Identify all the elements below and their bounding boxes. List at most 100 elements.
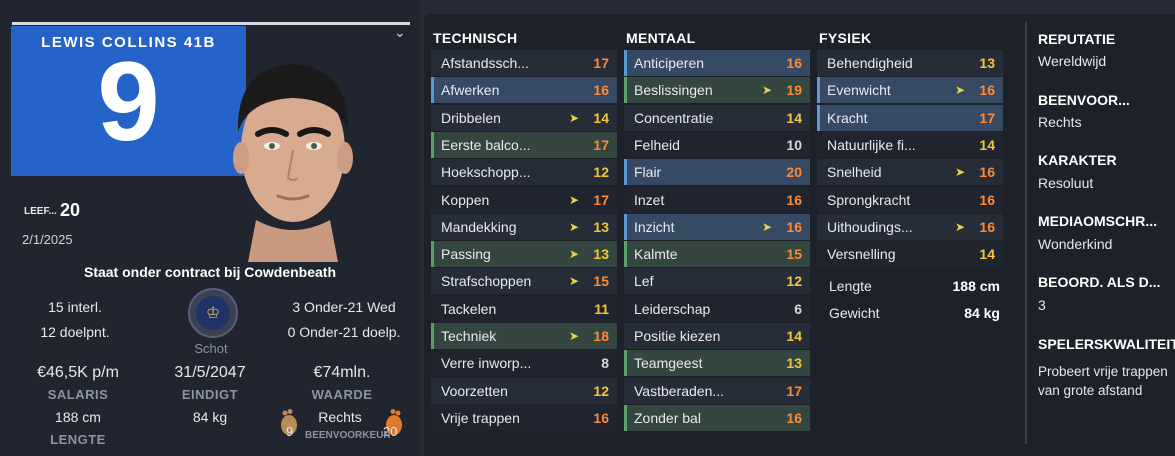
attribute-value: 12 xyxy=(593,382,609,399)
technical-attribute-row[interactable]: Voorzetten 12 xyxy=(431,377,617,404)
attribute-trend-icon: ➤ xyxy=(954,165,966,180)
physical-attribute-row[interactable]: Versnelling 14 xyxy=(817,241,1003,268)
attribute-name: Teamgeest xyxy=(634,355,703,372)
preferred-foot-label: BEENVOORKEUR xyxy=(305,430,391,441)
physical-attribute-row[interactable]: Kracht 17 xyxy=(817,104,1003,131)
mental-attribute-row[interactable]: Felheid 10 xyxy=(624,131,810,158)
mental-attribute-row[interactable]: Flair 20 xyxy=(624,159,810,186)
mental-attribute-row[interactable]: Vastberaden... 17 xyxy=(624,377,810,404)
attribute-name: Behendigheid xyxy=(827,55,913,71)
attribute-value: 16 xyxy=(593,409,609,426)
attribute-name: Uithoudings... xyxy=(827,218,913,235)
physical-attribute-row[interactable]: Uithoudings... ➤ 16 xyxy=(817,213,1003,240)
physical-attribute-row[interactable]: Evenwicht ➤ 16 xyxy=(817,77,1003,104)
attribute-name: Passing xyxy=(441,246,491,263)
physical-attribute-row[interactable]: Snelheid ➤ 16 xyxy=(817,159,1003,186)
contract-end-label: EINDIGT xyxy=(181,387,239,402)
technical-attribute-row[interactable]: Tackelen 11 xyxy=(431,295,617,322)
mental-attribute-row[interactable]: Anticiperen 16 xyxy=(624,50,810,76)
mental-attribute-row[interactable]: Lef 12 xyxy=(624,268,810,295)
height-label: LENGTE xyxy=(50,432,106,447)
attribute-value: 16 xyxy=(979,82,995,99)
attribute-trend-icon: ➤ xyxy=(761,219,773,234)
attribute-trend-icon: ➤ xyxy=(568,110,580,125)
technical-attribute-row[interactable]: Afwerken 16 xyxy=(431,77,617,104)
attribute-name: Beslissingen xyxy=(634,82,713,99)
player-overview-panel: ⌄ LEWIS COLLINS 41B 9 LEEF... 20 2/1/202… xyxy=(0,0,420,456)
salary-value: €46,5K p/m xyxy=(37,364,119,381)
attribute-value: 14 xyxy=(979,136,995,153)
technical-attribute-row[interactable]: Verre inworp... 8 xyxy=(431,350,617,377)
chevron-down-icon[interactable]: ⌄ xyxy=(394,24,406,40)
attribute-name: Sprongkracht xyxy=(827,191,911,208)
attribute-name: Koppen xyxy=(441,191,490,208)
reputation-label: REPUTATIE xyxy=(1038,31,1116,47)
caps-count: 15 interl. xyxy=(48,299,102,315)
left-foot-rating: 9 xyxy=(286,424,294,439)
attribute-name: Evenwicht xyxy=(827,82,891,99)
attribute-value: 12 xyxy=(786,273,802,290)
attribute-name: Kracht xyxy=(827,109,868,126)
attribute-trend-icon: ➤ xyxy=(761,83,773,98)
attribute-trend-icon: ➤ xyxy=(568,329,580,343)
mental-attribute-row[interactable]: Inzet 16 xyxy=(624,186,810,213)
physical-attribute-row[interactable]: Natuurlijke fi... 14 xyxy=(817,131,1003,158)
u21-goals: 0 Onder-21 doelp. xyxy=(287,324,401,340)
technical-attribute-row[interactable]: Eerste balco... 17 xyxy=(431,131,617,158)
preferred-foot-value: Rechts xyxy=(318,409,362,425)
age-label: LEEF... xyxy=(24,206,57,217)
market-value-label: WAARDE xyxy=(311,387,373,402)
technical-attribute-row[interactable]: Mandekking ➤ 13 xyxy=(431,213,617,240)
nation-badge[interactable]: ♔ xyxy=(188,288,238,338)
attribute-name: Positie kiezen xyxy=(634,328,721,344)
technical-attribute-row[interactable]: Koppen ➤ 17 xyxy=(431,186,617,213)
attribute-value: 14 xyxy=(786,328,802,344)
attribute-name: Anticiperen xyxy=(634,55,705,71)
technical-attribute-row[interactable]: Hoekschopp... 12 xyxy=(431,159,617,186)
attribute-value: 16 xyxy=(786,55,802,71)
character-label: KARAKTER xyxy=(1038,152,1117,168)
attribute-value: 16 xyxy=(786,409,802,426)
mental-attribute-row[interactable]: Concentratie 14 xyxy=(624,104,810,131)
attribute-name: Techniek xyxy=(441,328,497,344)
nation-label: Schot xyxy=(194,341,228,356)
player-quality-value: Probeert vrije trappen van grote afstand xyxy=(1038,364,1168,398)
physical-attribute-row[interactable]: Sprongkracht 16 xyxy=(817,186,1003,213)
shirt-number: 9 xyxy=(97,39,160,164)
attribute-name: Afstandssch... xyxy=(441,55,529,71)
technical-attribute-row[interactable]: Passing ➤ 13 xyxy=(431,241,617,268)
mental-attribute-row[interactable]: Zonder bal 16 xyxy=(624,404,810,431)
mental-attribute-row[interactable]: Inzicht ➤ 16 xyxy=(624,213,810,240)
mental-attribute-row[interactable]: Beslissingen ➤ 19 xyxy=(624,77,810,104)
attribute-name: Felheid xyxy=(634,136,680,153)
mental-attribute-row[interactable]: Teamgeest 13 xyxy=(624,350,810,377)
technical-attribute-row[interactable]: Strafschoppen ➤ 15 xyxy=(431,268,617,295)
weight-attr-label: Gewicht xyxy=(829,305,880,321)
technical-attribute-row[interactable]: Afstandssch... 17 xyxy=(431,50,617,76)
contract-end-value: 31/5/2047 xyxy=(174,364,246,381)
attribute-trend-icon: ➤ xyxy=(954,219,966,234)
attribute-name: Snelheid xyxy=(827,164,882,181)
technical-attribute-row[interactable]: Dribbelen ➤ 14 xyxy=(431,104,617,131)
technical-header: TECHNISCH xyxy=(433,30,518,46)
attribute-trend-icon: ➤ xyxy=(568,219,580,234)
attribute-value: 6 xyxy=(794,300,802,317)
attribute-value: 13 xyxy=(979,55,995,71)
attribute-value: 17 xyxy=(593,136,609,153)
mental-attribute-row[interactable]: Leiderschap 6 xyxy=(624,295,810,322)
current-date: 2/1/2025 xyxy=(22,232,73,247)
weight-value: 84 kg xyxy=(192,409,228,425)
technical-attribute-row[interactable]: Vrije trappen 16 xyxy=(431,404,617,431)
attribute-name: Strafschoppen xyxy=(441,273,532,290)
physical-attribute-row[interactable]: Behendigheid 13 xyxy=(817,50,1003,76)
right-foot-icon xyxy=(386,409,402,435)
attribute-value: 8 xyxy=(601,355,609,372)
mental-attribute-row[interactable]: Positie kiezen 14 xyxy=(624,323,810,349)
attribute-value: 14 xyxy=(786,109,802,126)
contract-status[interactable]: Staat onder contract bij Cowdenbeath xyxy=(83,264,337,280)
mental-attribute-row[interactable]: Kalmte 15 xyxy=(624,241,810,268)
attribute-name: Leiderschap xyxy=(634,300,711,317)
technical-attribute-row[interactable]: Techniek ➤ 18 xyxy=(431,323,617,349)
panel-divider xyxy=(12,22,410,25)
foot-info-label: BEENVOOR... xyxy=(1038,92,1130,108)
